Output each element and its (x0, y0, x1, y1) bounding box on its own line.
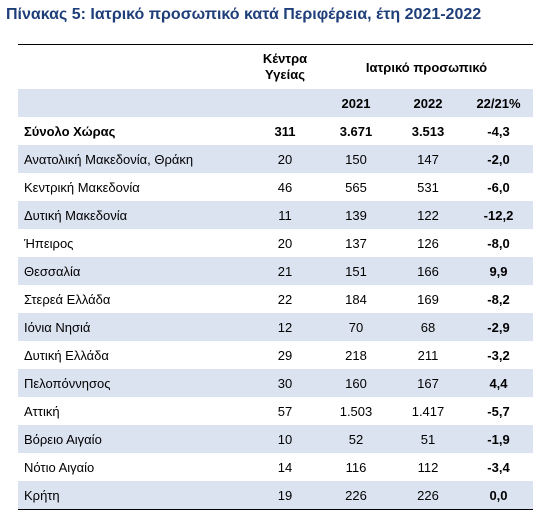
staff-2021-cell: 565 (345, 179, 367, 195)
header-medical-staff-group: Ιατρικό προσωπικό (320, 44, 533, 89)
staff-2022-cell: 166 (392, 257, 464, 285)
medical-staff-table: Κέντρα Υγείας Ιατρικό προσωπικό 2021 202… (18, 44, 533, 510)
staff-2021-cell: 150 (320, 145, 392, 173)
header-blank (18, 44, 250, 89)
staff-2022-cell: 51 (392, 425, 464, 453)
table-row: Αττική 57 1.503 1.417 -5,7 (18, 397, 533, 425)
change-cell: -3,2 (487, 347, 510, 363)
table-row: Δυτική Μακεδονία 11 139 122 -12,2 (18, 201, 533, 229)
header-health-centers-line1: Κέντρα (262, 51, 308, 66)
table-row: Κρήτη 19 226 226 0,0 (18, 481, 533, 510)
region-cell: Ήπειρος (24, 235, 74, 251)
change-cell: -12,2 (464, 201, 533, 229)
staff-2021-cell: 1.503 (339, 403, 373, 419)
change-cell: 0,0 (464, 481, 533, 510)
staff-2021-cell: 137 (345, 235, 367, 251)
health-centers-cell: 21 (250, 257, 320, 285)
staff-2022-cell: 68 (392, 313, 464, 341)
region-cell: Ανατολική Μακεδονία, Θράκη (18, 145, 250, 173)
header-change: 22/21% (464, 89, 533, 117)
region-cell: Στερεά Ελλάδα (24, 291, 111, 307)
change-cell: -3,4 (487, 459, 510, 475)
staff-2022-cell: 167 (392, 369, 464, 397)
change-cell: -8,2 (487, 291, 510, 307)
region-cell: Πελοπόννησος (18, 369, 250, 397)
table-row: Ανατολική Μακεδονία, Θράκη 20 150 147 -2,0 (18, 145, 533, 173)
table-row: Νότιο Αιγαίο 14 116 112 -3,4 (18, 453, 533, 481)
change-cell: 4,4 (464, 369, 533, 397)
table-row: Πελοπόννησος 30 160 167 4,4 (18, 369, 533, 397)
health-centers-cell: 311 (274, 123, 296, 139)
header-2022: 2022 (392, 89, 464, 117)
table-row: Βόρειο Αιγαίο 10 52 51 -1,9 (18, 425, 533, 453)
region-cell: Δυτική Μακεδονία (18, 201, 250, 229)
region-cell: Βόρειο Αιγαίο (18, 425, 250, 453)
health-centers-cell: 29 (277, 347, 293, 363)
staff-2022-cell: 147 (392, 145, 464, 173)
health-centers-cell: 19 (250, 481, 320, 510)
staff-2021-cell: 184 (345, 291, 367, 307)
health-centers-cell: 14 (277, 459, 293, 475)
change-cell: -2,9 (464, 313, 533, 341)
header-health-centers-line2: Υγείας (265, 67, 305, 82)
change-cell: -6,0 (487, 179, 510, 195)
staff-2022-cell: 169 (417, 291, 439, 307)
staff-2021-cell: 3.671 (339, 123, 373, 139)
staff-2021-cell: 116 (345, 459, 367, 475)
table-title: Πίνακας 5: Ιατρικό προσωπικό κατά Περιφέ… (6, 6, 482, 23)
header-2021: 2021 (320, 89, 392, 117)
health-centers-cell: 46 (277, 179, 293, 195)
staff-2022-cell: 1.417 (411, 403, 445, 419)
region-cell: Ιόνια Νησιά (18, 313, 250, 341)
staff-2021-cell: 139 (320, 201, 392, 229)
staff-2022-cell: 3.513 (411, 123, 445, 139)
header-blank-3 (250, 89, 320, 117)
change-cell: 9,9 (464, 257, 533, 285)
header-health-centers: Κέντρα Υγείας (250, 44, 320, 89)
table-row: Κεντρική Μακεδονία 46 565 531 -6,0 (18, 173, 533, 201)
region-cell: Δυτική Ελλάδα (24, 347, 109, 363)
staff-2021-cell: 160 (320, 369, 392, 397)
staff-2021-cell: 52 (320, 425, 392, 453)
staff-2022-cell: 122 (392, 201, 464, 229)
health-centers-cell: 57 (277, 403, 293, 419)
table-row: Στερεά Ελλάδα 22 184 169 -8,2 (18, 285, 533, 313)
table-row: Θεσσαλία 21 151 166 9,9 (18, 257, 533, 285)
change-cell: -2,0 (464, 145, 533, 173)
header-row-years: 2021 2022 22/21% (18, 89, 533, 117)
region-cell: Θεσσαλία (18, 257, 250, 285)
region-cell: Σύνολο Χώρας (24, 123, 116, 139)
region-cell: Κρήτη (18, 481, 250, 510)
health-centers-cell: 11 (250, 201, 320, 229)
health-centers-cell: 20 (250, 145, 320, 173)
table-body: Σύνολο Χώρας 311 3.671 3.513 -4,3 Ανατολική Μ… (18, 117, 533, 510)
staff-2022-cell: 226 (392, 481, 464, 510)
health-centers-cell: 22 (277, 291, 293, 307)
staff-2022-cell: 112 (417, 459, 439, 475)
staff-2022-cell: 211 (417, 347, 439, 363)
table-row: Ήπειρος 20 137 126 -8,0 (18, 229, 533, 257)
staff-2021-cell: 151 (320, 257, 392, 285)
region-cell: Νότιο Αιγαίο (24, 459, 95, 475)
health-centers-cell: 30 (250, 369, 320, 397)
health-centers-cell: 10 (250, 425, 320, 453)
staff-2021-cell: 70 (320, 313, 392, 341)
change-cell: -1,9 (464, 425, 533, 453)
header-blank-2 (18, 89, 250, 117)
staff-2021-cell: 218 (345, 347, 367, 363)
table-row: Σύνολο Χώρας 311 3.671 3.513 -4,3 (18, 117, 533, 145)
staff-2022-cell: 126 (417, 235, 439, 251)
staff-2022-cell: 531 (417, 179, 439, 195)
health-centers-cell: 20 (277, 235, 293, 251)
change-cell: -5,7 (487, 403, 510, 419)
staff-2021-cell: 226 (320, 481, 392, 510)
region-cell: Αττική (24, 403, 60, 419)
change-cell: -8,0 (487, 235, 510, 251)
change-cell: -4,3 (487, 123, 510, 139)
table-row: Δυτική Ελλάδα 29 218 211 -3,2 (18, 341, 533, 369)
region-cell: Κεντρική Μακεδονία (24, 179, 140, 195)
table-row: Ιόνια Νησιά 12 70 68 -2,9 (18, 313, 533, 341)
health-centers-cell: 12 (250, 313, 320, 341)
header-row-top: Κέντρα Υγείας Ιατρικό προσωπικό (18, 44, 533, 89)
